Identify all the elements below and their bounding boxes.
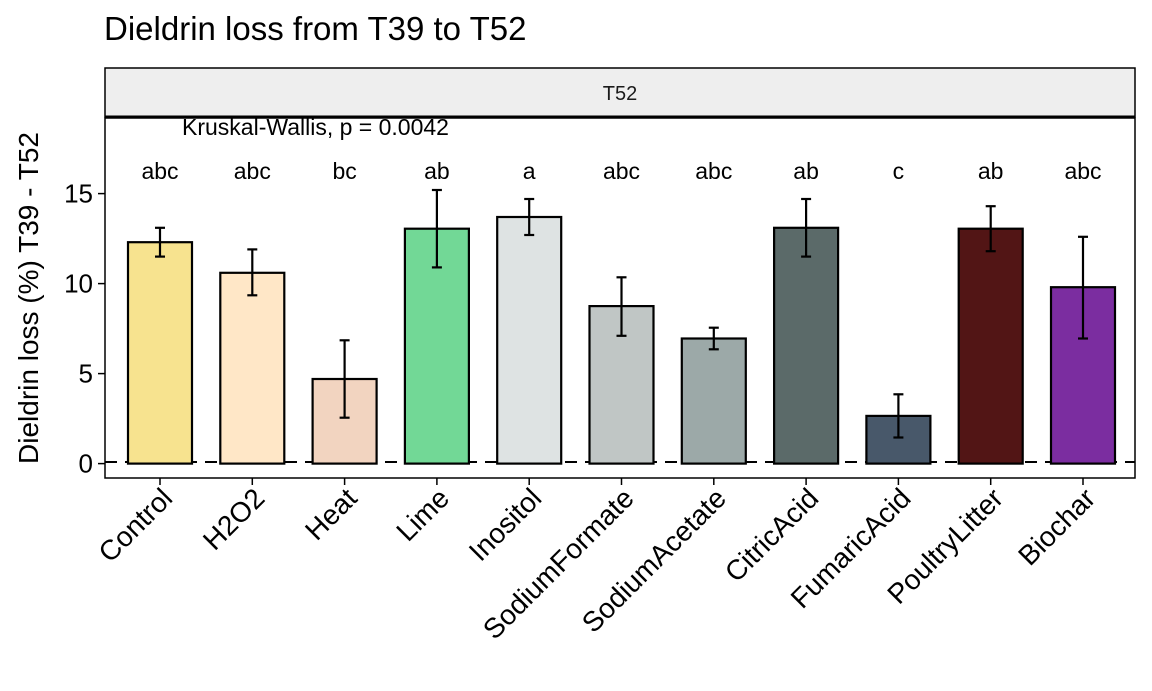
error-bar-PoultryLitter: [985, 205, 996, 253]
group-letter-Heat: bc: [332, 158, 356, 184]
error-bar-Inositol: [524, 197, 535, 237]
bar-Control: [126, 241, 194, 465]
x-tick-label-Lime: Lime: [390, 482, 455, 547]
group-letter-Lime: ab: [424, 158, 450, 184]
error-bar-Control: [155, 226, 165, 258]
group-letters-layer: abc abc bc ab a abc abc ab c ab abc: [141, 158, 1101, 184]
group-letter-Control: abc: [141, 158, 178, 184]
error-bars-layer: [155, 188, 1088, 439]
bar-Inositol: [496, 215, 563, 465]
y-axis: 0 5 10 15: [64, 179, 105, 479]
error-bar-Biochar: [1078, 235, 1088, 340]
x-tick-label-Control: Control: [92, 482, 178, 568]
x-tick-label-H2O2: H2O2: [197, 482, 271, 556]
group-letter-CitricAcid: ab: [793, 158, 819, 184]
x-tick-label-Inositol: Inositol: [463, 482, 548, 567]
error-bar-FumaricAcid: [893, 393, 904, 439]
x-tick-label-Heat: Heat: [299, 482, 363, 546]
y-tick-label-10: 10: [64, 269, 93, 299]
group-letter-H2O2: abc: [234, 158, 271, 184]
bar-H2O2: [219, 271, 286, 465]
bar-SodiumAcetate: [680, 337, 747, 465]
x-axis: Control H2O2 Heat Lime InositolSodiumFormate…: [92, 478, 1101, 645]
y-tick-label-0: 0: [79, 449, 93, 479]
y-tick-label-15: 15: [64, 179, 93, 209]
y-axis-label: Dieldrin loss (%) T39 - T52: [13, 132, 44, 464]
group-letter-SodiumAcetate: abc: [695, 158, 732, 184]
kruskal-wallis-annotation: Kruskal-Wallis, p = 0.0042: [182, 114, 449, 140]
bars-layer: [126, 215, 1117, 465]
group-letter-Inositol: a: [523, 158, 536, 184]
error-bar-CitricAcid: [801, 197, 812, 258]
error-bar-SodiumFormate: [616, 276, 627, 337]
error-bar-Heat: [339, 339, 350, 419]
error-bar-Lime: [431, 188, 442, 269]
bar-PoultryLitter: [957, 227, 1024, 465]
bar-CitricAcid: [772, 226, 840, 465]
y-tick-label-5: 5: [79, 359, 93, 389]
x-tick-label-Biochar: Biochar: [1012, 482, 1101, 571]
group-letter-SodiumFormate: abc: [603, 158, 640, 184]
error-bar-SodiumAcetate: [708, 326, 719, 351]
error-bar-H2O2: [247, 248, 258, 297]
group-letter-Biochar: abc: [1064, 158, 1101, 184]
group-letter-PoultryLitter: ab: [978, 158, 1004, 184]
group-letter-FumaricAcid: c: [893, 158, 905, 184]
facet-label: T52: [603, 83, 637, 105]
chart-title: Dieldrin loss from T39 to T52: [104, 10, 527, 47]
facet-strip: [104, 67, 1136, 118]
